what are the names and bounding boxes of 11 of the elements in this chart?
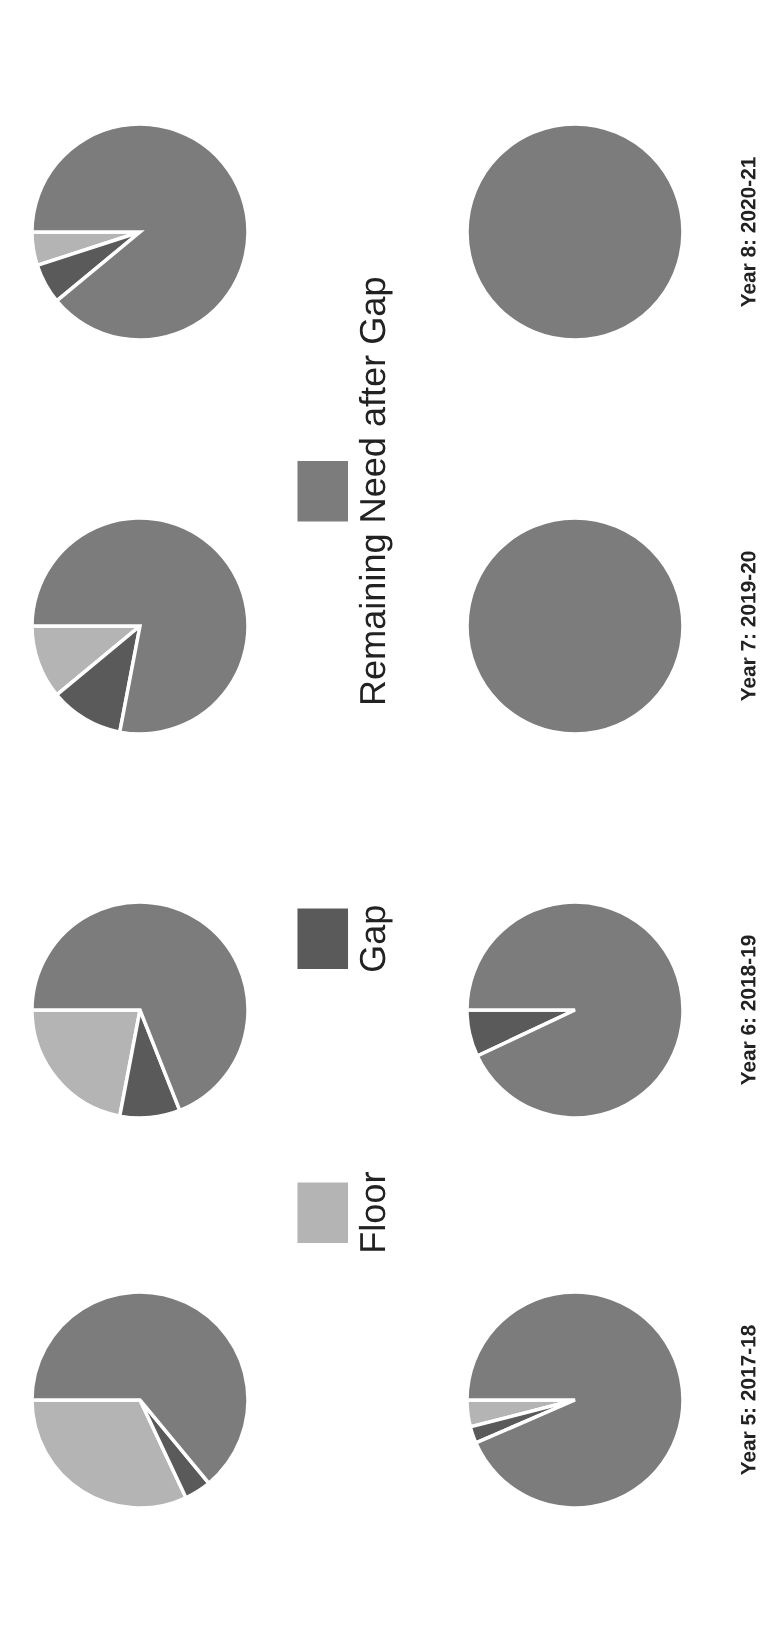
legend-label: Floor [358, 1172, 386, 1251]
pie-slice [30, 122, 250, 342]
pie-slice [465, 1290, 685, 1510]
text: Year 8: 2020-21 [740, 157, 756, 307]
text: Year 7: 2019-20 [740, 551, 756, 701]
legend-label: Gap [359, 906, 393, 972]
text: Year 6: 2018-19 [740, 935, 756, 1085]
pie-slice [30, 516, 250, 736]
legend-label: Remaining Need after Gap [358, 278, 393, 704]
text: Year 5: 2017-18 [740, 1325, 756, 1475]
pie-slice [465, 900, 685, 1120]
